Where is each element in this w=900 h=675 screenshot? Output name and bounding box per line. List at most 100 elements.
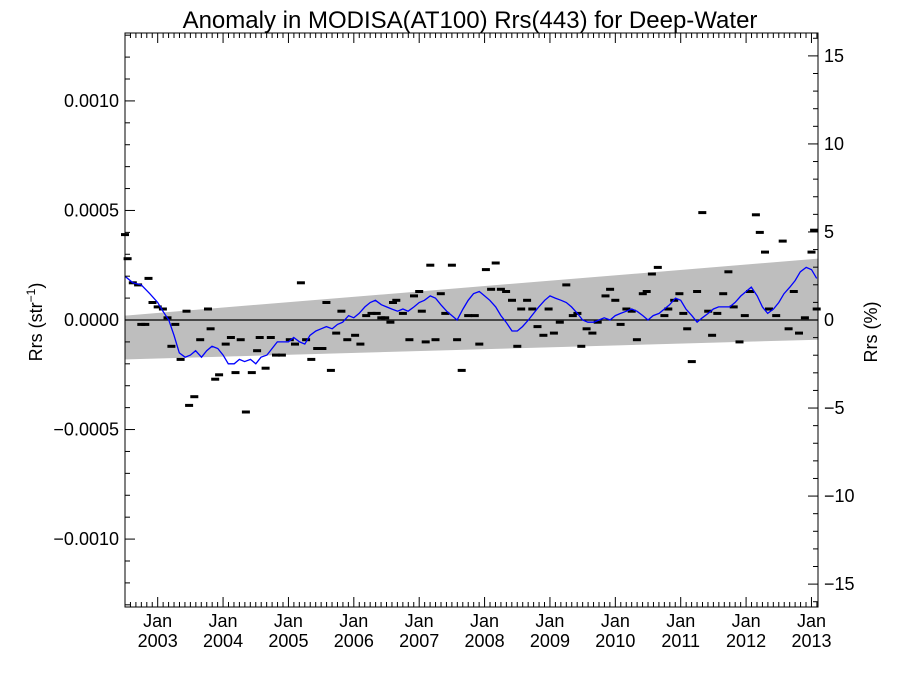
data-point: [453, 338, 462, 342]
x-tick-year-label: 2013: [791, 631, 831, 651]
data-point: [318, 347, 327, 350]
data-point: [475, 342, 484, 346]
data-point: [577, 344, 586, 348]
data-point: [206, 327, 215, 331]
data-point: [410, 294, 418, 298]
x-tick-month-label: Jan: [732, 611, 761, 631]
data-point: [549, 331, 558, 335]
x-tick-month-label: Jan: [209, 611, 238, 631]
data-point: [704, 309, 713, 313]
data-point: [457, 368, 466, 372]
data-point: [464, 314, 473, 318]
data-point: [528, 307, 537, 311]
data-point: [481, 268, 490, 272]
y-tick-label: 0.0010: [64, 91, 119, 111]
data-point: [761, 250, 769, 254]
x-tick-year-label: 2005: [268, 631, 308, 651]
data-point: [372, 311, 381, 315]
data-point: [255, 336, 264, 339]
y2-tick-label: −15: [824, 574, 855, 594]
data-point: [593, 320, 602, 324]
axis-ticks: [124, 33, 818, 607]
data-point: [675, 292, 684, 296]
x-tick-year-label: 2012: [726, 631, 766, 651]
data-point: [231, 371, 240, 375]
data-point: [664, 307, 673, 311]
data-point: [693, 290, 702, 293]
smoothed-anomaly-line: [124, 266, 818, 365]
x-tick-year-label: 2004: [203, 631, 243, 651]
data-point: [698, 211, 707, 215]
data-point: [277, 353, 286, 357]
chart-title: Anomaly in MODISA(AT100) Rrs(443) for De…: [183, 7, 758, 34]
data-point: [508, 298, 516, 302]
y-axis-label-base: Rrs (str: [26, 302, 46, 361]
y2-tick-label: 15: [824, 46, 844, 66]
data-point: [313, 347, 322, 350]
data-point: [190, 395, 199, 399]
data-point: [389, 301, 397, 304]
y-tick-label: 0.0000: [64, 310, 119, 330]
y2-axis-label: Rrs (%): [861, 302, 881, 363]
y-axis-label: Rrs (str−1): [24, 283, 46, 362]
data-point: [247, 371, 256, 375]
data-point: [266, 336, 275, 339]
x-tick-year-label: 2008: [465, 631, 505, 651]
data-point: [632, 338, 641, 342]
data-point: [153, 305, 162, 309]
data-point: [616, 322, 625, 326]
data-point: [544, 307, 553, 311]
data-point: [392, 298, 401, 302]
data-point: [322, 301, 331, 304]
data-point: [765, 307, 773, 311]
x-tick-year-label: 2011: [661, 631, 700, 651]
data-point: [660, 314, 669, 318]
data-point: [622, 307, 631, 311]
data-point: [426, 263, 435, 267]
data-point: [679, 311, 688, 315]
data-point: [746, 290, 754, 293]
data-point: [381, 316, 390, 320]
data-point: [332, 331, 341, 335]
y-tick-label: −0.0005: [53, 420, 119, 440]
data-point: [755, 230, 764, 234]
data-point: [285, 338, 294, 342]
data-point: [795, 331, 803, 335]
data-point: [487, 287, 496, 291]
data-point: [307, 357, 316, 361]
data-point: [417, 309, 426, 313]
data-point: [647, 272, 656, 276]
data-point: [261, 366, 270, 370]
data-point: [568, 314, 577, 318]
data-point: [144, 276, 153, 280]
data-point: [185, 403, 194, 407]
data-point: [606, 287, 615, 291]
data-point: [326, 368, 335, 372]
data-point: [638, 292, 647, 296]
data-point: [337, 309, 346, 313]
data-point: [653, 265, 662, 269]
x-tick-month-label: Jan: [470, 611, 499, 631]
data-point: [713, 311, 722, 315]
data-point: [807, 250, 816, 254]
data-point: [729, 305, 738, 309]
data-point: [789, 290, 798, 293]
x-tick-month-label: Jan: [274, 611, 303, 631]
data-point: [719, 292, 728, 296]
data-point: [171, 322, 180, 326]
data-point: [291, 342, 299, 346]
data-point: [148, 301, 157, 304]
data-point: [513, 344, 522, 348]
x-tick-year-label: 2007: [399, 631, 439, 651]
data-point: [215, 373, 224, 377]
data-point: [611, 298, 620, 302]
data-point: [158, 307, 167, 311]
data-point: [539, 333, 548, 337]
data-point: [740, 314, 749, 318]
data-point: [784, 327, 793, 331]
x-tick-month-label: Jan: [601, 611, 630, 631]
data-point: [724, 270, 733, 274]
x-tick-year-label: 2010: [595, 631, 635, 651]
data-point: [772, 314, 781, 318]
data-point: [367, 311, 376, 315]
